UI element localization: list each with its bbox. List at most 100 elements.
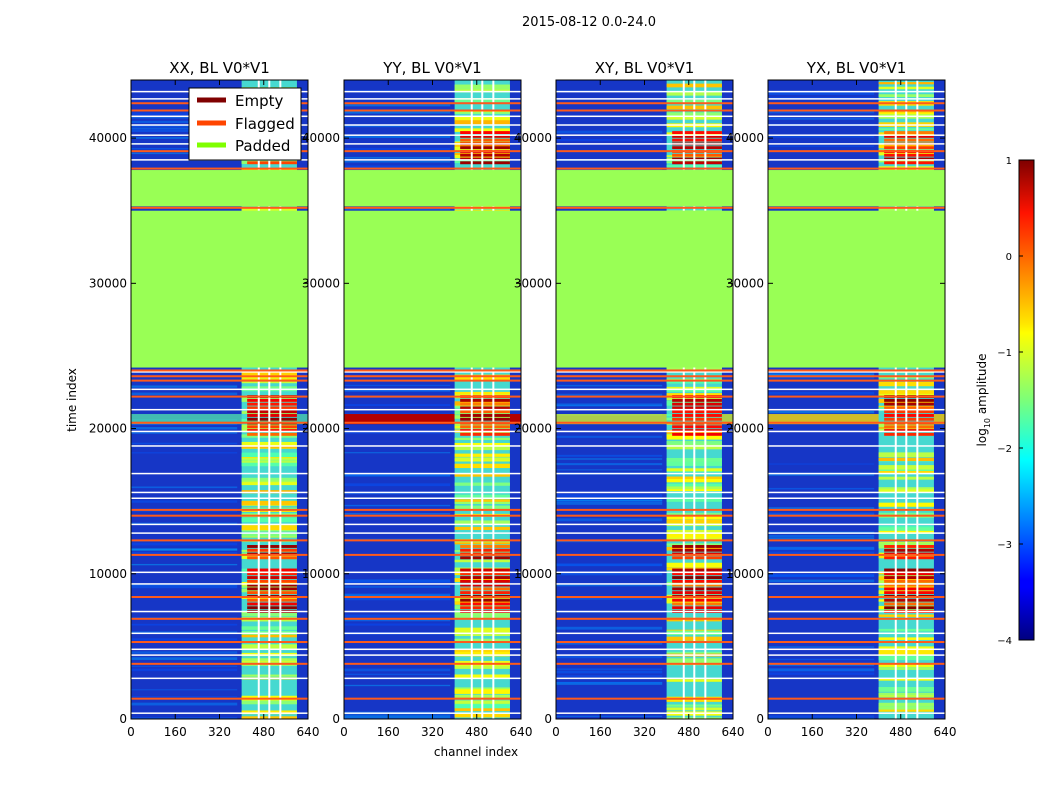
white-row: [344, 583, 521, 585]
noise-stripe: [768, 668, 875, 671]
white-row: [768, 98, 945, 100]
noise-stripe: [556, 563, 663, 567]
panel-title: XY, BL V0*V1: [595, 59, 695, 77]
noise-stripe: [556, 405, 663, 407]
x-tick-label: 160: [377, 725, 400, 739]
noise-stripe: [768, 391, 875, 395]
flagged-row: [344, 553, 521, 556]
channel-gap: [693, 80, 696, 719]
flagged-row: [131, 421, 308, 424]
flagged-row: [556, 167, 733, 170]
y-tick-label: 30000: [302, 276, 340, 290]
rfi-strong: [672, 602, 722, 606]
x-tick-label: 160: [164, 725, 187, 739]
white-row: [344, 472, 521, 475]
white-row: [556, 532, 733, 534]
noise-stripe: [344, 160, 451, 163]
white-row: [556, 134, 733, 136]
noise-stripe: [344, 483, 451, 487]
white-row: [344, 388, 521, 391]
channel-gap: [682, 80, 685, 719]
noise-stripe: [131, 116, 238, 119]
rfi-strong: [460, 602, 510, 606]
flagged-row: [131, 662, 308, 665]
noise-stripe: [556, 642, 663, 645]
noise-stripe: [556, 518, 663, 522]
rfi-band: [131, 414, 308, 425]
rfi-strong: [247, 545, 297, 548]
noise-stripe: [556, 681, 663, 685]
flagged-row: [556, 596, 733, 599]
flagged-row: [556, 508, 733, 511]
flagged-row: [768, 395, 945, 398]
flagged-row: [768, 150, 945, 153]
noise-stripe: [344, 504, 451, 507]
flagged-row: [131, 641, 308, 644]
rfi-strong: [884, 157, 934, 161]
flagged-row: [556, 617, 733, 620]
flagged-row: [556, 102, 733, 105]
rfi-strong: [247, 576, 297, 580]
flagged-row: [556, 379, 733, 382]
x-tick-label: 320: [633, 725, 656, 739]
noise-stripe: [344, 714, 451, 717]
noise-stripe: [344, 513, 451, 515]
rfi-strong: [460, 131, 510, 135]
noise-stripe: [131, 486, 238, 489]
flagged-row: [344, 102, 521, 105]
noise-stripe: [556, 138, 663, 142]
white-row: [131, 632, 308, 635]
rfi-strong: [672, 161, 722, 165]
noise-stripe: [344, 505, 451, 507]
white-row: [768, 388, 945, 391]
flagged-row: [344, 539, 521, 542]
rfi-band: [344, 414, 521, 425]
rfi-strong: [460, 146, 510, 150]
white-row: [768, 677, 945, 680]
channel-gap: [492, 80, 495, 719]
white-row: [556, 523, 733, 526]
noise-stripe: [768, 145, 875, 147]
y-tick-label: 30000: [89, 276, 127, 290]
rfi-strong: [247, 587, 297, 591]
noise-stripe: [131, 120, 238, 124]
padded-region: [131, 170, 308, 207]
flagged-row: [768, 379, 945, 382]
noise-stripe: [344, 165, 451, 168]
rfi-strong: [247, 583, 297, 587]
noise-stripe: [768, 551, 875, 555]
noise-stripe: [344, 492, 451, 495]
white-row: [344, 98, 521, 100]
noise-stripe: [344, 156, 451, 159]
white-row: [556, 610, 733, 613]
white-row: [768, 430, 945, 433]
noise-stripe: [768, 574, 875, 578]
rfi-strong: [672, 406, 722, 410]
rfi-strong: [672, 153, 722, 157]
y-tick-label: 30000: [726, 276, 764, 290]
rfi-strong: [884, 429, 934, 433]
noise-stripe: [556, 494, 663, 497]
noise-stripe: [131, 563, 238, 566]
noise-stripe: [768, 574, 875, 577]
flagged-row: [768, 596, 945, 599]
white-row: [556, 497, 733, 500]
white-row: [131, 523, 308, 526]
rfi-strong: [884, 548, 934, 552]
noise-stripe: [344, 390, 451, 392]
noise-stripe: [556, 682, 663, 684]
noise-stripe: [131, 137, 238, 139]
rfi-strong: [460, 153, 510, 157]
noise-stripe: [131, 585, 238, 589]
channel-gap: [905, 80, 908, 719]
noise-stripe: [344, 668, 451, 672]
noise-stripe: [556, 499, 663, 503]
white-row: [131, 648, 308, 651]
white-row: [556, 632, 733, 635]
noise-stripe: [556, 435, 663, 438]
noise-stripe: [344, 594, 451, 598]
flagged-row: [768, 167, 945, 170]
figure-title: 2015-08-12 0.0-24.0: [522, 15, 656, 30]
white-row: [556, 98, 733, 100]
flagged-row: [344, 596, 521, 599]
